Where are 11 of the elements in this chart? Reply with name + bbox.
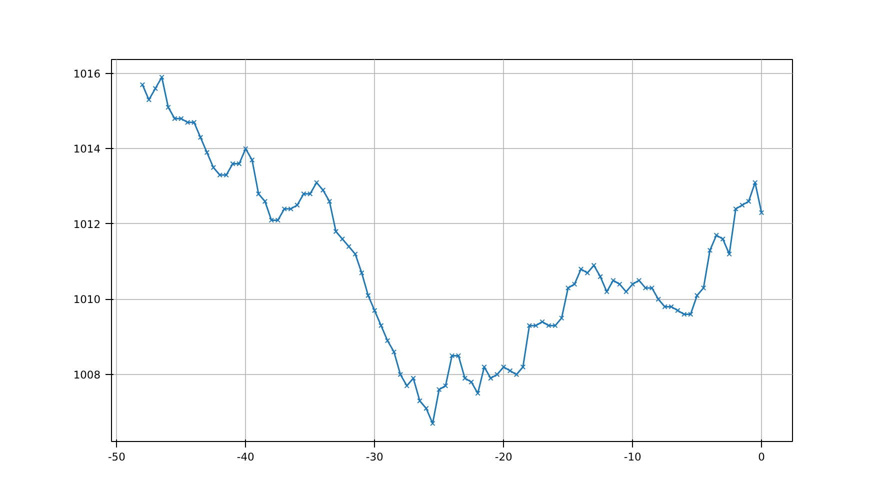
y-tick-label: 1016	[73, 67, 101, 80]
x-tick-label: -50	[108, 450, 126, 464]
y-tick-label: 1014	[73, 142, 101, 156]
y-tick-label: 1012	[73, 218, 101, 231]
x-tick-label: -10	[624, 450, 642, 464]
x-tick-label: -40	[236, 450, 255, 464]
y-tick-label: 1010	[73, 293, 101, 306]
y-tick-label: 1008	[73, 368, 101, 382]
x-tick-label: -30	[366, 450, 384, 464]
x-tick-label: 0	[758, 450, 766, 464]
x-tick-label: -20	[494, 450, 513, 464]
